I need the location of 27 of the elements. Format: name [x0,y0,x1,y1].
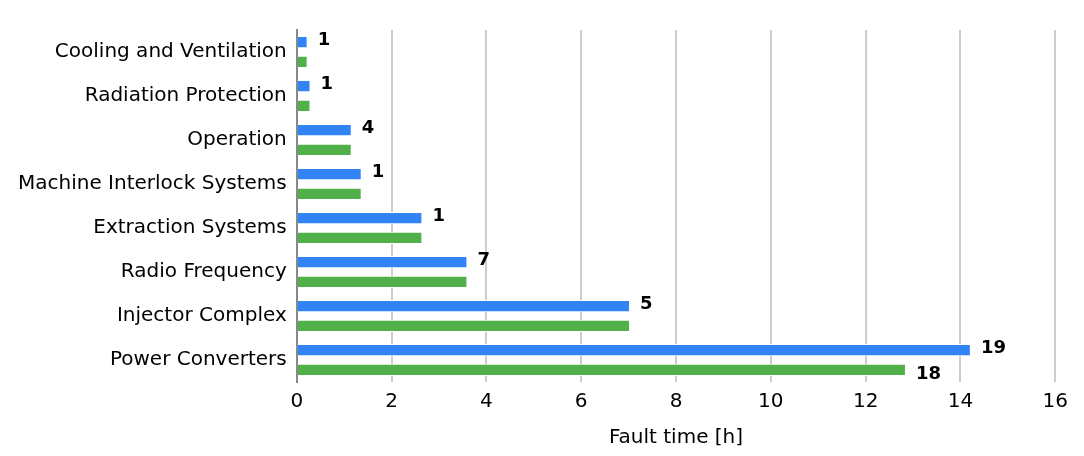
x-tick-label: 8 [669,388,683,413]
annotation: 1 [320,71,334,93]
annotation: 4 [361,115,375,137]
y-tick-label: Injector Complex [116,302,287,327]
x-tick-label: 12 [852,388,879,413]
y-tick-label: Radiation Protection [84,82,287,107]
annotation: 19 [980,335,1006,357]
y-tick-label: Extraction Systems [93,214,287,239]
x-tick-label: 16 [1042,388,1068,413]
annotation: 1 [432,203,445,225]
annotation: 5 [640,291,653,313]
y-tick-label: Machine Interlock Systems [18,170,287,195]
y-tick-label: Power Converters [109,346,287,371]
x-tick-label: 14 [947,388,974,413]
y-tick-label: Radio Frequency [120,258,287,283]
x-tick-label: 2 [385,388,398,413]
x-tick-label: 4 [480,388,493,413]
annotation: 1 [371,159,385,181]
annotation: 1 [317,27,331,49]
x-tick-label: 10 [758,388,784,413]
x-axis-title: Fault time [h] [608,424,744,449]
y-tick-label: Cooling and Ventilation [54,38,287,63]
x-tick-label: 0 [290,388,304,413]
annotation: 7 [477,247,490,269]
x-tick-label: 6 [574,388,588,413]
y-tick-label: Operation [187,126,287,151]
annotation: 18 [915,361,941,383]
